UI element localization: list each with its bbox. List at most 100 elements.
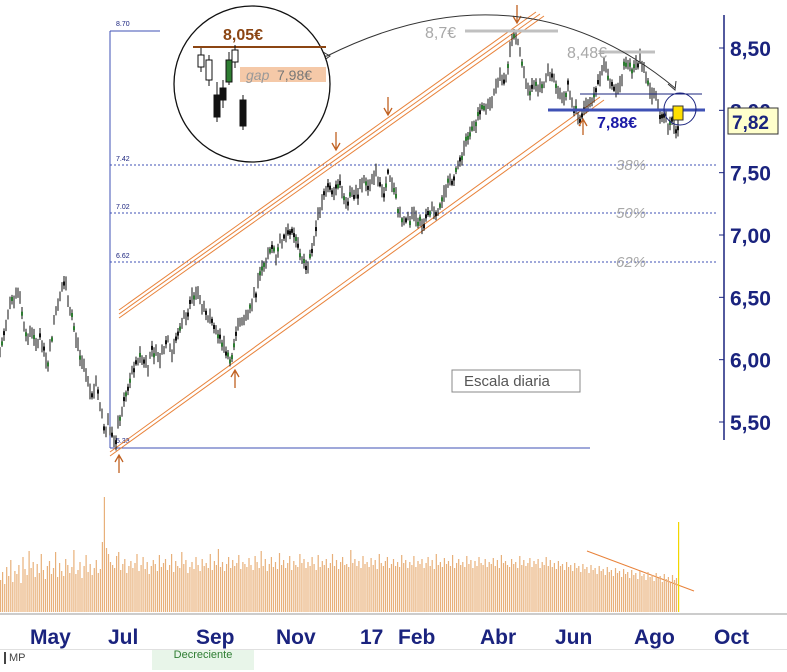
inset-candle-1 — [197, 54, 205, 68]
volume-bar — [594, 568, 596, 612]
price-candle-body — [177, 331, 179, 336]
volume-bar — [352, 563, 354, 612]
price-candle-body — [663, 113, 665, 118]
fib-bottom-small-label: 5.33 — [116, 438, 130, 445]
volume-bar — [474, 561, 476, 612]
volume-bar — [452, 555, 454, 612]
price-candle-body — [97, 389, 99, 394]
volume-bar — [545, 557, 547, 612]
price-candle-body — [263, 262, 265, 267]
footer-mp-label[interactable]: MP — [4, 652, 26, 664]
volume-bar — [156, 571, 158, 612]
price-candle-body — [259, 271, 261, 276]
volume-bar — [199, 571, 201, 612]
price-candle-body — [419, 216, 421, 221]
price-candle-body — [417, 221, 419, 226]
price-candle-body — [631, 69, 633, 74]
inset-gap-band — [240, 67, 326, 82]
x-tick-label: Sep — [196, 626, 235, 649]
price-candle-body — [481, 104, 483, 109]
channel-lower-line-1 — [109, 96, 601, 453]
volume-bar — [661, 582, 663, 612]
volume-bar — [627, 572, 629, 612]
fib-50-small-label: 7.02 — [116, 204, 130, 211]
volume-bar — [576, 568, 578, 612]
volume-bar — [480, 563, 482, 612]
volume-bar — [75, 574, 77, 612]
volume-bar — [392, 559, 395, 612]
volume-bar — [492, 558, 494, 612]
volume-bar — [138, 571, 140, 612]
volume-bar — [521, 565, 523, 612]
volume-bar — [268, 564, 270, 612]
volume-bar — [344, 565, 346, 612]
volume-bar — [346, 564, 348, 612]
volume-bar — [67, 565, 69, 612]
volume-bar — [608, 572, 610, 612]
price-candle-body — [405, 218, 407, 223]
volume-bar — [262, 566, 264, 612]
volume-bar — [36, 564, 38, 612]
volume-bar — [285, 568, 287, 612]
volume-bar — [325, 559, 327, 612]
volume-bar — [564, 570, 566, 612]
volume-bar — [40, 554, 42, 612]
volume-bar — [32, 562, 34, 612]
price-candle-body — [115, 440, 117, 445]
volume-bar — [610, 570, 612, 612]
volume-bar — [539, 568, 541, 612]
volume-bar — [504, 561, 507, 612]
volume-bar — [635, 573, 637, 612]
volume-bar — [8, 576, 10, 612]
volume-bar — [484, 559, 486, 612]
volume-bar — [91, 575, 93, 612]
volume-bar — [378, 554, 380, 612]
volume-bar — [439, 562, 441, 612]
price-candle-body — [309, 254, 311, 259]
volume-bar — [112, 565, 114, 612]
price-candle-body — [429, 211, 431, 216]
price-candle-body — [593, 93, 595, 98]
volume-bar — [618, 571, 621, 612]
volume-bar — [219, 567, 222, 612]
price-candle-body — [299, 253, 301, 258]
volume-bar — [606, 567, 608, 612]
price-candle-body — [383, 193, 385, 198]
volume-bar — [488, 562, 490, 612]
volume-bar — [185, 560, 187, 612]
volume-bar — [270, 557, 272, 612]
volume-bar — [65, 559, 67, 612]
inset-candle-7 — [239, 99, 247, 127]
price-candle-body — [401, 218, 403, 223]
volume-bar — [342, 557, 344, 612]
volume-bar — [118, 552, 120, 612]
volume-bar — [203, 566, 205, 612]
volume-bar — [678, 522, 680, 612]
current-highlight-circle — [663, 92, 697, 126]
price-candle-body — [521, 61, 523, 66]
volume-bar — [411, 565, 413, 612]
footer-tab[interactable]: Decreciente — [152, 650, 254, 670]
price-candle-body — [607, 75, 609, 80]
price-candle-body — [467, 135, 469, 140]
price-candle-body — [439, 203, 441, 208]
price-candle-body — [233, 343, 235, 348]
volume-bar — [340, 562, 342, 612]
volume-bar — [71, 567, 73, 612]
volume-bar — [87, 572, 89, 612]
price-candle-body — [385, 183, 387, 188]
price-candle-body — [629, 62, 631, 67]
volume-bar — [653, 581, 655, 612]
price-candle-body — [581, 113, 583, 118]
volume-bar — [401, 555, 403, 612]
volume-bar — [128, 566, 130, 612]
volume-bar — [93, 568, 95, 612]
volume-bar — [242, 562, 244, 612]
price-candle-body — [465, 136, 467, 141]
price-candle-body — [123, 397, 125, 402]
price-candle-body — [367, 185, 369, 190]
volume-bar — [162, 563, 165, 612]
volume-bar — [236, 563, 238, 612]
volume-bar — [464, 567, 466, 612]
